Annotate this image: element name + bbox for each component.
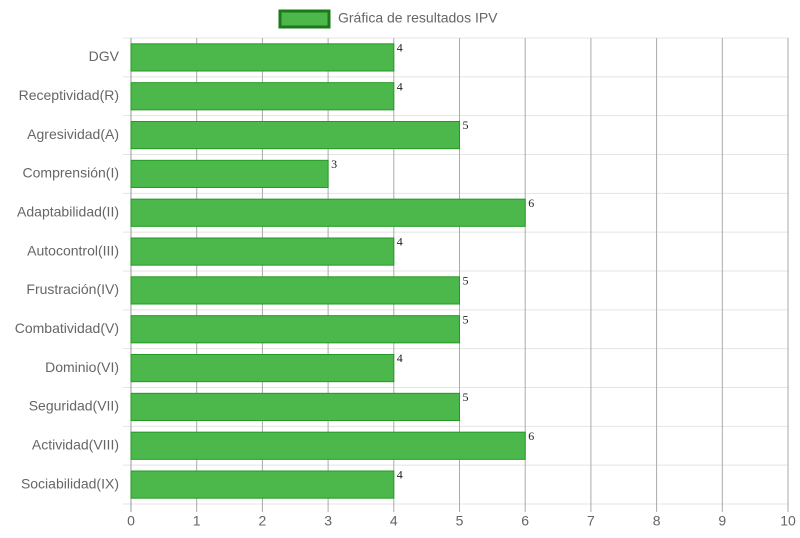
bar <box>130 82 395 111</box>
bar <box>130 470 395 499</box>
data-label: 5 <box>463 390 469 404</box>
y-tick-label: Agresividad(A) <box>27 126 119 142</box>
x-tick-label: 3 <box>324 513 332 529</box>
y-tick-label: Combatividad(V) <box>15 320 119 336</box>
y-tick-label: Frustración(IV) <box>26 281 119 297</box>
data-label: 4 <box>397 235 403 249</box>
bar <box>130 276 460 305</box>
bar <box>130 315 460 344</box>
bar <box>130 120 460 150</box>
data-label: 4 <box>397 468 403 482</box>
y-tick-label: Autocontrol(III) <box>27 242 119 258</box>
y-tick-label: Dominio(VI) <box>45 359 119 375</box>
bar <box>130 353 395 383</box>
x-tick-label: 2 <box>259 513 267 529</box>
bar <box>130 431 526 460</box>
x-tick-label: 4 <box>390 513 398 529</box>
x-tick-label: 1 <box>193 513 201 529</box>
x-tick-label: 0 <box>127 513 135 529</box>
data-label: 4 <box>397 79 403 93</box>
legend-swatch <box>278 9 331 29</box>
x-tick-label: 6 <box>521 513 529 529</box>
bar <box>130 43 395 72</box>
x-tick-label: 5 <box>456 513 464 529</box>
x-tick-label: 8 <box>653 513 661 529</box>
data-label: 6 <box>528 196 534 210</box>
data-label: 5 <box>463 118 469 132</box>
y-tick-label: Adaptabilidad(II) <box>17 203 119 219</box>
bar <box>130 198 526 227</box>
y-tick-label: Sociabilidad(IX) <box>21 475 119 491</box>
y-tick-label: Comprensión(I) <box>23 165 119 181</box>
y-tick-label: Seguridad(VII) <box>29 398 119 414</box>
x-tick-label: 10 <box>780 513 796 529</box>
data-label: 5 <box>463 274 469 288</box>
bar <box>130 237 395 266</box>
bar <box>130 159 329 189</box>
data-label: 6 <box>528 429 534 443</box>
bar <box>130 392 460 422</box>
data-label: 5 <box>463 312 469 326</box>
y-tick-label: Actividad(VIII) <box>32 436 119 452</box>
y-tick-label: Receptividad(R) <box>19 87 119 103</box>
data-label: 4 <box>397 41 403 55</box>
legend-label: Gráfica de resultados IPV <box>338 10 498 26</box>
y-tick-label: DGV <box>89 48 120 64</box>
x-tick-label: 7 <box>587 513 595 529</box>
legend: Gráfica de resultados IPV <box>278 9 498 29</box>
data-label: 3 <box>331 157 337 171</box>
x-tick-label: 9 <box>718 513 726 529</box>
data-label: 4 <box>397 351 403 365</box>
